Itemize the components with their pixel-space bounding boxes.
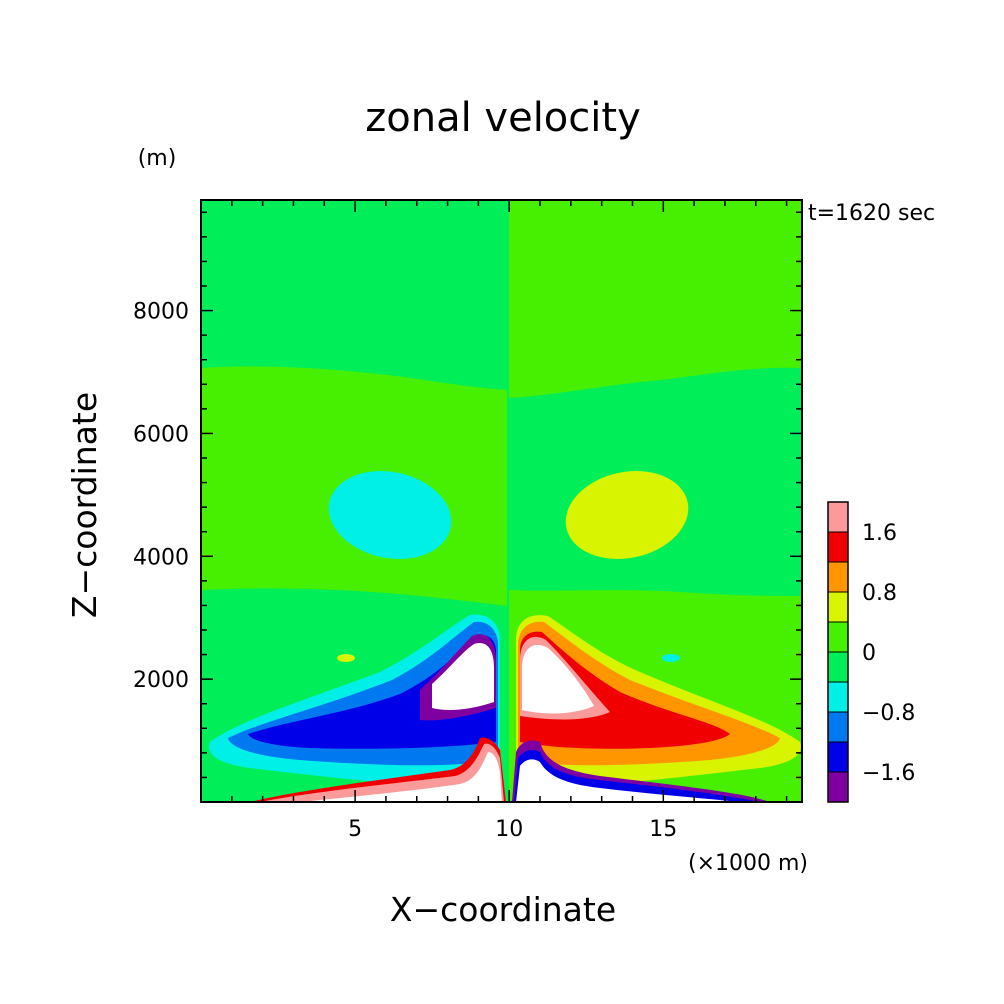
colorbar: −1.6 −0.8 0 0.8 1.6 <box>827 501 915 803</box>
y-unit-label: (m) <box>138 146 177 171</box>
left-surface-core <box>300 752 502 802</box>
colorbar-swatch <box>828 742 848 772</box>
contour-field <box>201 200 802 802</box>
x-tick-label: 10 <box>495 817 523 842</box>
colorbar-swatch <box>828 562 848 592</box>
upper-right-band <box>508 200 802 398</box>
colorbar-tick-label: 0 <box>862 641 876 666</box>
plot-axes: 5 10 15 2000 4000 6000 8000 <box>133 199 803 842</box>
left-small-blob <box>337 654 355 662</box>
left-mid-vortex <box>328 471 452 559</box>
colorbar-tick-label: −1.6 <box>862 761 915 786</box>
colorbar-tick-label: −0.8 <box>862 701 915 726</box>
time-label: t=1620 sec <box>808 201 935 226</box>
right-mid-vortex <box>565 471 689 559</box>
colorbar-swatch <box>828 682 848 712</box>
plot-frame <box>200 199 803 803</box>
colorbar-tick-label: 0.8 <box>862 581 897 606</box>
y-tick-label: 8000 <box>133 300 189 325</box>
colorbar-swatch <box>828 712 848 742</box>
y-tick-label: 2000 <box>133 668 189 693</box>
y-tick-label: 6000 <box>133 422 189 447</box>
left-jet-dark-blue <box>248 635 496 749</box>
colorbar-swatch <box>828 502 848 532</box>
colorbar-tick-label: 1.6 <box>862 521 897 546</box>
colorbar-swatch <box>828 592 848 622</box>
y-axis-title: Z−coordinate <box>65 392 104 618</box>
left-jet-core <box>432 643 494 710</box>
right-jet-red <box>520 631 730 749</box>
right-surface-core <box>516 759 740 802</box>
right-small-blob <box>662 654 680 662</box>
chart-title: zonal velocity <box>365 95 641 141</box>
x-tick-label: 15 <box>649 817 677 842</box>
x-unit-label: (×1000 m) <box>688 851 808 876</box>
colorbar-swatch <box>828 652 848 682</box>
colorbar-swatch <box>828 532 848 562</box>
x-tick-label: 5 <box>348 817 362 842</box>
colorbar-swatch <box>828 772 848 802</box>
upper-left-band <box>201 200 508 390</box>
colorbar-swatch <box>828 622 848 652</box>
right-jet-core <box>522 644 594 714</box>
y-tick-label: 4000 <box>133 545 189 570</box>
x-axis-title: X−coordinate <box>390 890 616 929</box>
